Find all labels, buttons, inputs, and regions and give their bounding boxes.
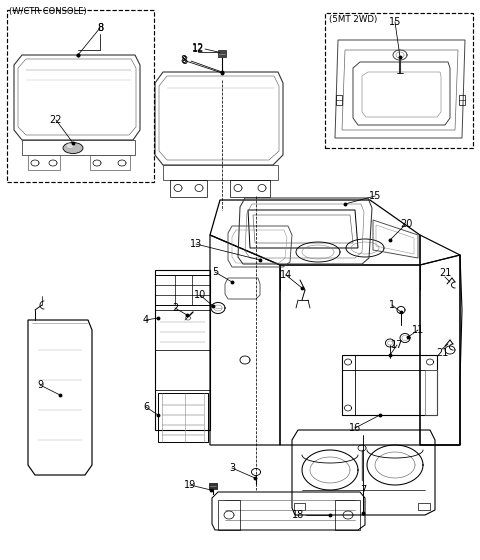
Ellipse shape [63,142,83,153]
Text: 14: 14 [280,270,292,280]
Polygon shape [218,50,226,57]
Text: 11: 11 [412,325,424,335]
Text: 16: 16 [349,423,361,433]
Text: 4: 4 [143,315,149,325]
Text: 8: 8 [180,55,186,65]
Text: 3: 3 [229,463,235,473]
Text: 2: 2 [172,303,178,313]
Text: 8: 8 [97,23,103,33]
Text: 5: 5 [212,267,218,277]
Text: 22: 22 [50,115,62,125]
Text: 6: 6 [143,402,149,412]
Text: (W/CTR CONSOLE): (W/CTR CONSOLE) [9,7,86,16]
Text: 19: 19 [184,480,196,490]
Bar [7,10,154,182]
Text: 17: 17 [391,340,403,350]
Text: 21: 21 [439,268,451,278]
Text: 7: 7 [360,485,366,495]
Text: 15: 15 [389,17,401,27]
Ellipse shape [66,143,74,148]
Text: 1: 1 [389,300,395,310]
Text: 8: 8 [181,56,187,66]
Bar [325,13,473,148]
Text: (5MT 2WD): (5MT 2WD) [329,15,377,24]
Text: 12: 12 [192,43,204,53]
Text: 10: 10 [194,290,206,300]
Text: 12: 12 [192,44,204,54]
Text: 9: 9 [37,380,43,390]
Text: 15: 15 [369,191,381,201]
Text: 13: 13 [190,239,202,249]
Text: 18: 18 [292,510,304,520]
Polygon shape [209,483,217,489]
Text: 20: 20 [400,219,412,229]
Text: 8: 8 [97,23,103,33]
Text: 21: 21 [436,348,448,358]
